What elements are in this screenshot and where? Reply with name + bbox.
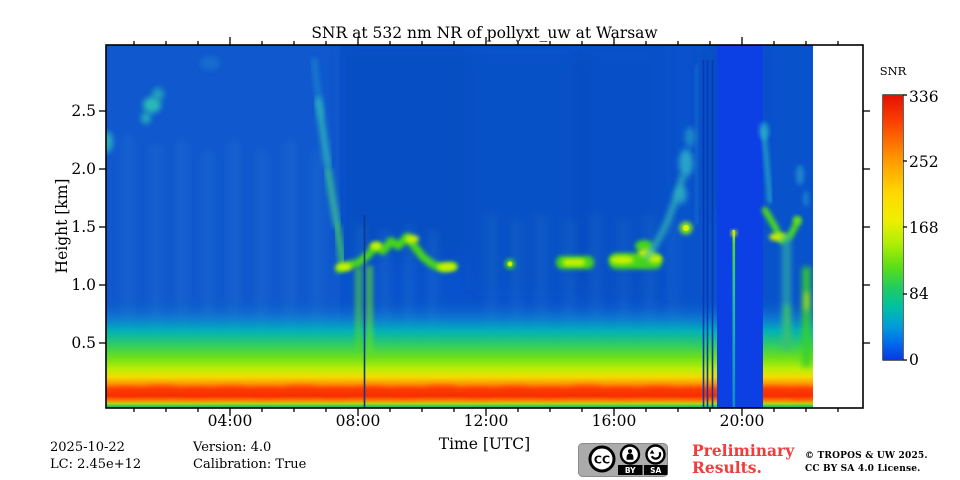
copyright-line: © TROPOS & UW 2025. [805, 451, 928, 461]
x-tick-16: 16:00 [591, 412, 637, 430]
y-tick-0.5: 0.5 [71, 334, 96, 352]
y-tick-1.0: 1.0 [71, 276, 96, 294]
license-line: CC BY SA 4.0 License. [805, 464, 921, 474]
preliminary-stamp: Preliminary Results. [692, 442, 794, 476]
date-label: 2025-10-22 [50, 440, 125, 455]
x-tick-08: 08:00 [335, 412, 381, 430]
version-label: Version: 4.0 [193, 440, 272, 455]
sa-label: SA [650, 466, 661, 475]
cc-by-sa-badge: CC BY SA [578, 443, 668, 477]
cbar-tick-84: 84 [909, 285, 929, 303]
cbar-tick-168: 168 [909, 219, 939, 237]
colorbar-title: SNR [879, 64, 907, 78]
x-tick-20: 20:00 [719, 412, 765, 430]
x-tick-04: 04:00 [207, 412, 253, 430]
snr-heatmap [106, 45, 863, 408]
sa-icon [645, 444, 666, 465]
preliminary-stamp-line2: Results. [692, 458, 762, 477]
lidar-constant-label: LC: 2.45e+12 [50, 457, 142, 472]
y-tick-2.0: 2.0 [71, 160, 96, 178]
svg-text:CC: CC [594, 454, 610, 467]
cbar-tick-336: 336 [909, 88, 939, 106]
y-tick-2.5: 2.5 [71, 102, 96, 120]
calibration-label: Calibration: True [193, 457, 307, 472]
cc-icon: CC [588, 445, 616, 473]
y-tick-1.5: 1.5 [71, 218, 96, 236]
plot-title: SNR at 532 nm NR of pollyxt_uw at Warsaw [311, 24, 658, 42]
cbar-tick-252: 252 [909, 153, 939, 171]
x-tick-12: 12:00 [463, 412, 509, 430]
preliminary-stamp-line1: Preliminary [692, 441, 795, 460]
cbar-tick-0: 0 [909, 351, 919, 369]
x-axis-label: Time [UTC] [438, 435, 531, 453]
by-icon [619, 444, 641, 465]
by-label: BY [625, 466, 636, 475]
colorbar [883, 95, 903, 360]
